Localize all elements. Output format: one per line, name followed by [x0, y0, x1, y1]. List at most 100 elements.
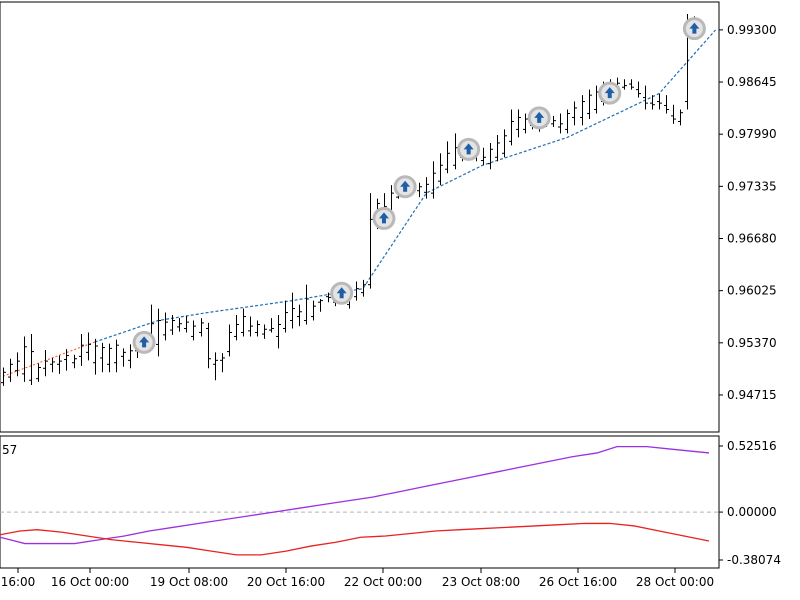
buy-arrow-icon [682, 17, 706, 41]
trend-line [2, 29, 717, 377]
price-axis: 0.99300 0.98645 0.97990 0.97335 0.96680 0.960… [719, 23, 777, 402]
ohlc-bar [622, 79, 627, 90]
ohlc-bar [262, 324, 267, 339]
ohlc-bar [43, 349, 48, 377]
ohlc-bar [121, 348, 126, 367]
ohlc-bar [354, 281, 359, 301]
indicator-panel: 57 0.52516 0.00000 -0.38074 [0, 435, 781, 569]
ohlc-bar [565, 109, 570, 134]
ohlc-bar [678, 109, 683, 126]
time-tick-label: 20 Oct 16:00 [247, 575, 325, 589]
ohlc-bar [255, 320, 260, 337]
time-tick-label: 16 Oct 00:00 [51, 575, 129, 589]
time-tick-label: 16:00 [1, 575, 36, 589]
price-tick-label: 0.94715 [727, 388, 777, 402]
ohlc-bar [79, 334, 84, 366]
buy-arrow-icon [330, 281, 354, 305]
indicator-tick-label: 0.52516 [727, 439, 777, 453]
buy-arrow-icon [372, 206, 396, 230]
buy-marker-arrow [689, 22, 700, 34]
ohlc-bar [297, 304, 302, 327]
ohlc-bar [643, 85, 648, 110]
ohlc-bar [93, 338, 98, 375]
ohlc-bar [156, 308, 161, 357]
ohlc-bar [248, 316, 253, 337]
ohlc-bar [1, 367, 6, 386]
time-tick-label: 26 Oct 16:00 [539, 575, 617, 589]
buy-arrow-icon [457, 137, 481, 161]
ohlc-bar [495, 134, 500, 162]
ohlc-bar [57, 355, 62, 374]
price-tick-label: 0.96025 [727, 284, 777, 298]
price-tick-label: 0.95370 [727, 336, 777, 350]
ohlc-bar [206, 322, 211, 369]
indicator-tick-label: -0.38074 [727, 553, 781, 567]
buy-marker-arrow [604, 87, 615, 99]
ohlc-bar [636, 81, 641, 98]
ohlc-bar [8, 358, 13, 382]
buy-marker-arrow [139, 336, 150, 348]
ohlc-bar [551, 115, 556, 128]
ohlc-bar [509, 109, 514, 146]
indicator-axis: 0.52516 0.00000 -0.38074 [719, 439, 781, 567]
ohlc-bar [177, 318, 182, 332]
buy-marker-arrow [336, 287, 347, 299]
indicator-series-upper [0, 445, 710, 545]
ohlc-bar [170, 314, 175, 335]
indicator-lines [0, 445, 719, 556]
ohlc-bar [50, 357, 55, 373]
ohlc-bar [650, 95, 655, 110]
trend-line-projection [94, 29, 717, 343]
ohlc-bar [128, 344, 133, 369]
ohlc-bar [629, 79, 634, 90]
price-panel: 0.99300 0.98645 0.97990 0.97335 0.96680 0.960… [0, 1, 777, 433]
ohlc-bar [227, 324, 232, 357]
ohlc-bar [587, 89, 592, 120]
ohlc-bar [523, 113, 528, 134]
price-tick-label: 0.96680 [727, 232, 777, 246]
ohlc-bar [191, 320, 196, 341]
ohlc-bar [304, 284, 309, 325]
buy-marker-arrow [534, 111, 545, 123]
indicator-series-lower [0, 522, 710, 556]
ohlc-bar [213, 352, 218, 381]
price-tick-label: 0.97990 [727, 127, 777, 141]
indicator-label: 57 [2, 443, 17, 457]
ohlc-bar [572, 101, 577, 126]
time-tick-label: 19 Oct 08:00 [150, 575, 228, 589]
time-tick-label: 28 Oct 00:00 [636, 575, 714, 589]
buy-arrow-icon [527, 106, 551, 130]
ohlc-bar [488, 142, 493, 170]
ohlc-bar [318, 299, 323, 312]
ohlc-bar [234, 314, 239, 341]
ohlc-bar [36, 363, 41, 382]
time-tick-label: 23 Oct 08:00 [442, 575, 520, 589]
ohlc-bar [29, 334, 34, 386]
price-tick-label: 0.99300 [727, 23, 777, 37]
ohlc-bar [671, 104, 676, 124]
ohlc-bar [290, 292, 295, 329]
ohlc-bar [100, 342, 105, 373]
ohlc-bar [276, 314, 281, 349]
indicator-panel-frame [0, 435, 720, 569]
ohlc-bar [269, 318, 274, 333]
trend-line-past [2, 341, 95, 377]
ohlc-bar [516, 109, 521, 138]
ohlc-bar [657, 93, 662, 110]
ohlc-bar [326, 292, 331, 303]
ohlc-bar [22, 336, 27, 382]
ohlc-bar [580, 95, 585, 126]
ohlc-bar [502, 129, 507, 158]
time-tick-label: 22 Oct 00:00 [344, 575, 422, 589]
buy-marker-arrow [378, 212, 389, 224]
buy-marker-arrow [463, 143, 474, 155]
buy-arrow-icon [393, 175, 417, 199]
time-axis: 16:00 16 Oct 00:00 19 Oct 08:00 20 Oct 16:0… [1, 568, 714, 589]
ohlc-bar [163, 312, 168, 341]
price-tick-label: 0.98645 [727, 75, 777, 89]
ohlc-bar [184, 315, 189, 333]
ohlc-bar [664, 95, 669, 114]
ohlc-bar [114, 339, 119, 373]
